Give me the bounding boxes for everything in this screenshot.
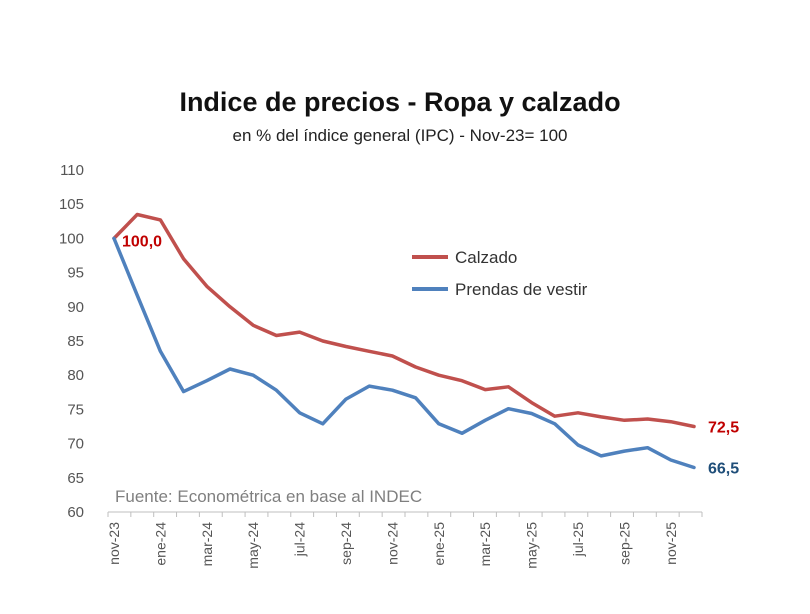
data-labels: 100,0 72,5 66,5 <box>122 233 739 477</box>
series-line-prendas <box>112 236 696 470</box>
x-tick-label: may-24 <box>245 522 261 569</box>
x-tick-label: ene-24 <box>152 522 168 566</box>
chart-subtitle: en % del índice general (IPC) - Nov-23= … <box>233 126 568 145</box>
legend-label-calzado: Calzado <box>455 248 517 267</box>
data-label: 100,0 <box>122 233 162 250</box>
y-tick-label: 85 <box>67 333 84 350</box>
x-tick-label: sep-24 <box>338 522 354 565</box>
y-tick-label: 105 <box>59 196 84 213</box>
series-line-calzado <box>112 212 696 429</box>
data-label: 72,5 <box>708 420 739 437</box>
y-tick-label: 100 <box>59 230 84 247</box>
x-tick-label: may-25 <box>524 522 540 569</box>
legend: Calzado Prendas de vestir <box>412 248 588 299</box>
x-tick-label: mar-24 <box>199 522 215 567</box>
x-tick-label: ene-25 <box>431 522 447 566</box>
y-tick-label: 75 <box>67 401 84 418</box>
y-tick-label: 90 <box>67 299 84 316</box>
x-tick-label: nov-23 <box>106 522 122 565</box>
y-axis: 60 65 70 75 80 85 90 95 100 105 110 <box>59 162 84 521</box>
y-tick-label: 95 <box>67 265 84 282</box>
x-tick-label: sep-25 <box>616 522 632 565</box>
x-tick-label: jul-24 <box>292 522 308 557</box>
legend-label-prendas: Prendas de vestir <box>455 280 588 299</box>
x-tick-label: mar-25 <box>477 522 493 567</box>
x-tick-label: jul-25 <box>570 522 586 557</box>
y-tick-label: 65 <box>67 470 84 487</box>
chart-title: Indice de precios - Ropa y calzado <box>179 87 620 117</box>
data-label: 66,5 <box>708 461 739 478</box>
series-layer <box>112 212 696 470</box>
source-note: Fuente: Econométrica en base al INDEC <box>115 487 422 506</box>
y-tick-label: 110 <box>60 162 84 179</box>
x-tick-label: nov-24 <box>384 522 400 565</box>
x-tick-label: nov-25 <box>663 522 679 565</box>
y-tick-label: 60 <box>67 504 84 521</box>
y-tick-label: 80 <box>67 367 84 384</box>
y-tick-label: 70 <box>67 436 84 453</box>
x-axis: nov-23 ene-24 mar-24 may-24 jul-24 sep-24 nov-… <box>106 511 703 569</box>
